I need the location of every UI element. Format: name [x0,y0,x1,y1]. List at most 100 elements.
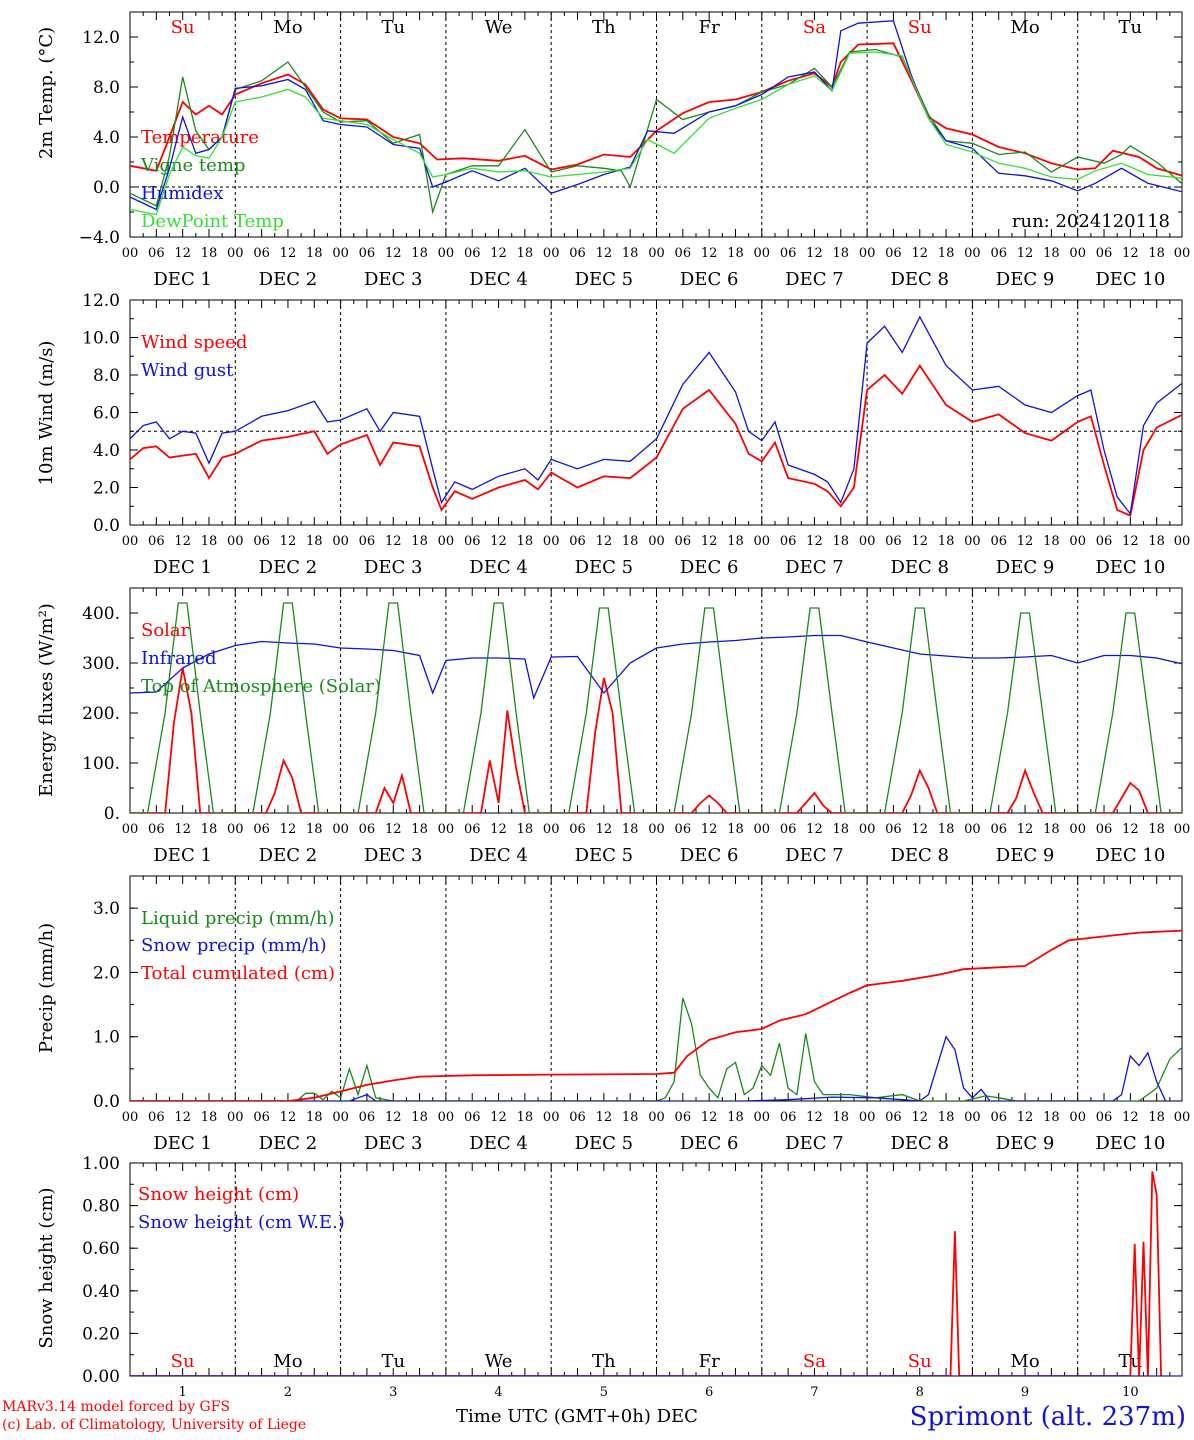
date-label: DEC 6 [680,1133,739,1154]
date-label: DEC 2 [259,269,318,290]
hour-label: 12 [806,1110,823,1125]
y-tick-label: 200. [82,704,120,724]
date-label: DEC 4 [469,269,528,290]
hour-label: 18 [1043,534,1060,549]
hour-label: 00 [543,534,560,549]
y-tick-label: 4.0 [93,441,120,461]
hour-label: 00 [754,534,771,549]
day-name: We [485,17,513,38]
hour-label: 00 [438,822,455,837]
day-number: 7 [810,1385,818,1400]
hour-label: 18 [622,534,639,549]
hour-label: 12 [701,822,718,837]
panel-1: 12.0 8.0 4.0 0.0 −4.0 2m Temp. (°C) 00 06 12 18 DE… [36,11,1190,290]
hour-label: 06 [359,246,376,261]
hour-label: 00 [227,534,244,549]
day-name: Mo [1010,17,1039,38]
date-label: DEC 1 [153,269,212,290]
y-axis-label: 2m Temp. (°C) [36,27,57,159]
date-label: DEC 1 [153,557,212,578]
y-tick-label: 100. [82,754,120,774]
y-tick-label: 0.60 [82,1239,120,1259]
day-name: Tu [1119,17,1143,38]
hour-label: 06 [1096,1110,1113,1125]
hour-label: 06 [253,822,270,837]
series-line-total-cumulated-cm- [130,929,1182,1101]
y-tick-label: 0.20 [82,1324,120,1344]
date-label: DEC 4 [469,1133,528,1154]
hour-label: 12 [1017,822,1034,837]
hour-label: 18 [938,822,955,837]
hour-label: 18 [411,534,428,549]
day-name: Th [592,1351,616,1372]
hour-label: 06 [569,822,586,837]
hour-label: 18 [411,822,428,837]
hour-label: 00 [964,534,981,549]
date-label: DEC 9 [996,269,1055,290]
series-line-snow-precip-mm-h- [130,1035,1182,1101]
series-line-solar [130,667,1182,813]
date-label: DEC 7 [785,1133,844,1154]
day-number: 8 [916,1385,924,1400]
date-label: DEC 2 [259,1133,318,1154]
date-label: DEC 10 [1095,845,1165,866]
date-label: DEC 1 [153,845,212,866]
hour-label: 06 [148,1110,165,1125]
date-label: DEC 8 [890,845,949,866]
date-label: DEC 5 [575,845,634,866]
hour-label: 12 [1122,1110,1139,1125]
y-tick-label: 10.0 [82,329,120,349]
run-annotation: run: 2024120118 [1012,211,1170,232]
hour-label: 00 [332,534,349,549]
hour-label: 12 [490,246,507,261]
hour-label: 18 [938,246,955,261]
y-tick-label: 4.0 [93,128,120,148]
hour-label: 12 [911,822,928,837]
day-number: 4 [494,1385,502,1400]
y-tick-label: 2.0 [93,963,120,983]
y-tick-label: 1.00 [82,1154,120,1174]
hour-label: 12 [385,822,402,837]
hour-label: 06 [675,246,692,261]
hour-label: 00 [754,246,771,261]
hour-label: 12 [385,246,402,261]
hour-label: 00 [964,246,981,261]
hour-label: 18 [833,246,850,261]
hour-label: 06 [990,246,1007,261]
hour-label: 00 [1174,1110,1191,1125]
date-label: DEC 8 [890,269,949,290]
hour-label: 12 [806,246,823,261]
hour-label: 00 [227,246,244,261]
date-label: DEC 8 [890,557,949,578]
series-line-temperature [130,42,1182,177]
date-label: DEC 6 [680,557,739,578]
day-name: Su [908,17,932,38]
y-tick-label: 6.0 [93,404,120,424]
y-tick-label: 8.0 [93,366,120,386]
hour-label: 06 [464,822,481,837]
date-label: DEC 3 [364,269,423,290]
hour-label: 00 [543,822,560,837]
hour-label: 00 [859,246,876,261]
y-tick-label: 3.0 [93,899,120,919]
hour-label: 18 [727,822,744,837]
hour-label: 06 [990,1110,1007,1125]
hour-label: 00 [332,822,349,837]
hour-label: 12 [596,246,613,261]
hour-label: 06 [885,534,902,549]
day-number: 2 [284,1385,292,1400]
y-axis-label: Precip (mm/h) [36,923,57,1053]
hour-label: 06 [253,246,270,261]
legend-entry: Liquid precip (mm/h) [141,908,335,929]
hour-label: 18 [201,1110,218,1125]
hour-label: 06 [253,534,270,549]
date-label: DEC 8 [890,1133,949,1154]
series-line-wind-speed [130,363,1182,517]
hour-label: 06 [780,246,797,261]
hour-label: 18 [517,534,534,549]
hour-label: 06 [359,1110,376,1125]
hour-label: 00 [1174,822,1191,837]
date-label: DEC 2 [259,845,318,866]
y-axis-label: 10m Wind (m/s) [36,341,57,486]
hour-label: 12 [701,534,718,549]
